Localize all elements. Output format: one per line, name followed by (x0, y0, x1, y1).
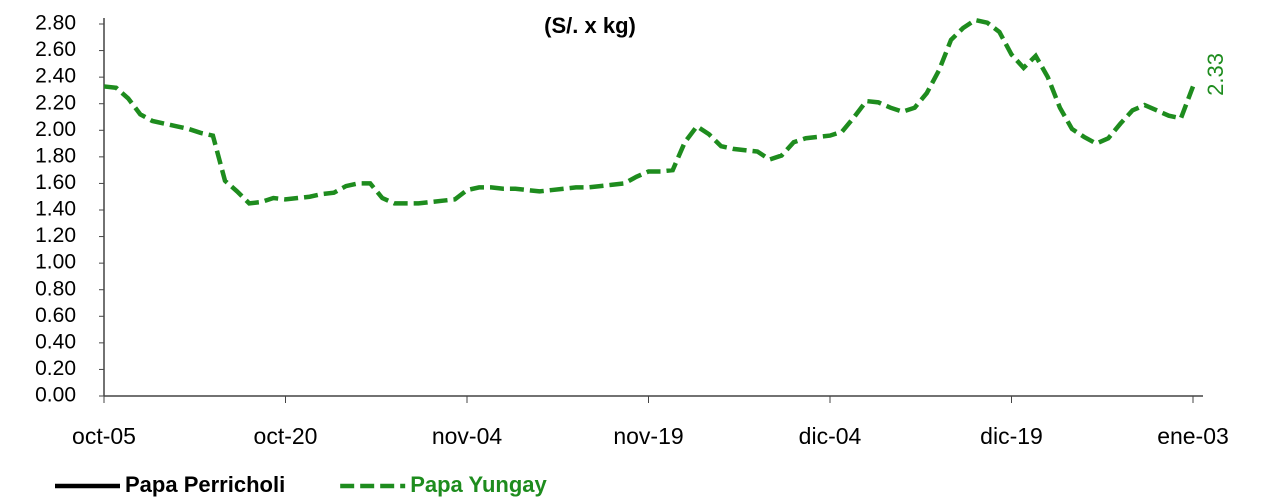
y-tick-label: 0.00 (35, 384, 76, 407)
x-tick-label: oct-05 (72, 423, 136, 449)
y-tick-label: 2.20 (35, 91, 76, 114)
x-tick-label: oct-20 (254, 423, 318, 449)
chart-title: (S/. x kg) (544, 13, 636, 38)
y-tick-label: 2.80 (35, 12, 76, 35)
y-tick-label: 1.00 (35, 251, 76, 274)
line-series (103, 17, 1196, 206)
legend-label: Papa Yungay (410, 472, 547, 497)
data-label: 2.33 (1203, 53, 1228, 96)
x-tick-label: ene-03 (1157, 423, 1229, 449)
legend-label: Papa Perricholi (125, 472, 285, 497)
y-tick-label: 0.60 (35, 304, 76, 327)
x-tick-label: dic-04 (799, 423, 862, 449)
y-tick-label: 2.60 (35, 38, 76, 61)
x-tick-label: dic-19 (980, 423, 1043, 449)
y-tick-label: 0.40 (35, 330, 76, 353)
y-tick-label: 1.80 (35, 144, 76, 167)
x-tick-label: nov-04 (432, 423, 503, 449)
y-tick-label: 0.20 (35, 357, 76, 380)
y-tick-label: 0.80 (35, 277, 76, 300)
x-tick-label: nov-19 (613, 423, 683, 449)
y-tick-label: 1.40 (35, 198, 76, 221)
y-tick-label: 2.40 (35, 65, 76, 88)
y-tick-label: 1.60 (35, 171, 76, 194)
y-tick-label: 2.00 (35, 118, 76, 141)
y-tick-label: 1.20 (35, 224, 76, 247)
